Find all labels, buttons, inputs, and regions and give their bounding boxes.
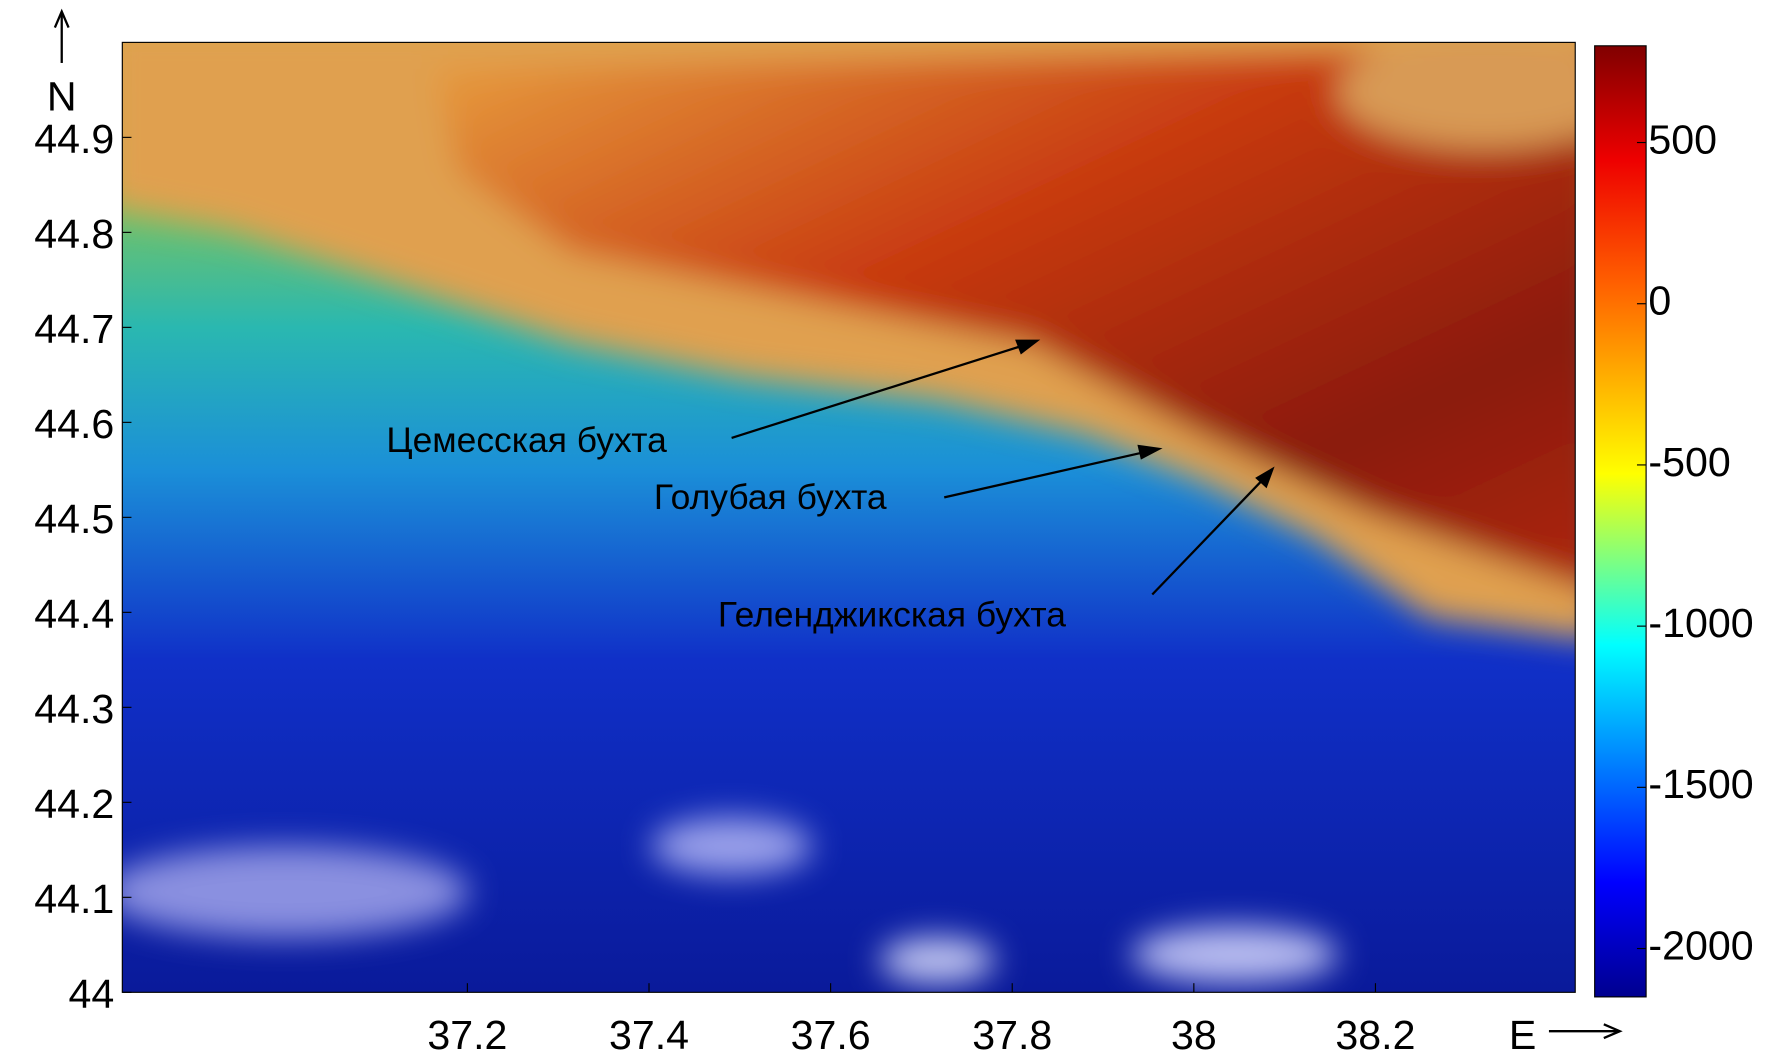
x-tick-label: 37.4 [609, 1012, 689, 1058]
y-tick-label: 44.5 [34, 496, 114, 542]
annotation: Геленджикская бухта [718, 595, 1066, 635]
colorbar-tick-label: -1000 [1648, 600, 1753, 646]
y-tick-label: 44.9 [34, 116, 114, 162]
y-axis-label: N [47, 73, 77, 119]
figure: 37.2 37.4 37.6 37.8 38 38.2 44 44.1 44.2 44.3 44.4… [0, 0, 1789, 1061]
annotation: Голубая бухта [654, 477, 887, 517]
x-axis-label: E [1509, 1012, 1536, 1058]
x-tick-label: 37.6 [791, 1012, 871, 1058]
colorbar-tick-label: 0 [1648, 278, 1671, 324]
y-tick-label: 44.2 [34, 781, 114, 827]
y-tick-label: 44.3 [34, 686, 114, 732]
y-tick-label: 44.6 [34, 401, 114, 447]
colorbar [1595, 46, 1646, 997]
colorbar-tick-label: -1500 [1648, 761, 1753, 807]
x-tick-label: 37.8 [972, 1012, 1052, 1058]
y-tick-label: 44 [69, 971, 115, 1017]
y-tick-label: 44.8 [34, 211, 114, 257]
y-tick-label: 44.1 [34, 876, 114, 922]
y-tick-label: 44.4 [34, 591, 114, 637]
annotation: Цемесская бухта [386, 420, 667, 460]
colorbar-tick-label: 500 [1648, 116, 1717, 162]
x-tick-label: 37.2 [427, 1012, 507, 1058]
colorbar-tick-label: -500 [1648, 439, 1730, 485]
colorbar-tick-label: -2000 [1648, 922, 1753, 968]
x-tick-label: 38.2 [1335, 1012, 1415, 1058]
y-tick-label: 44.7 [34, 306, 114, 352]
x-tick-label: 38 [1171, 1012, 1217, 1058]
